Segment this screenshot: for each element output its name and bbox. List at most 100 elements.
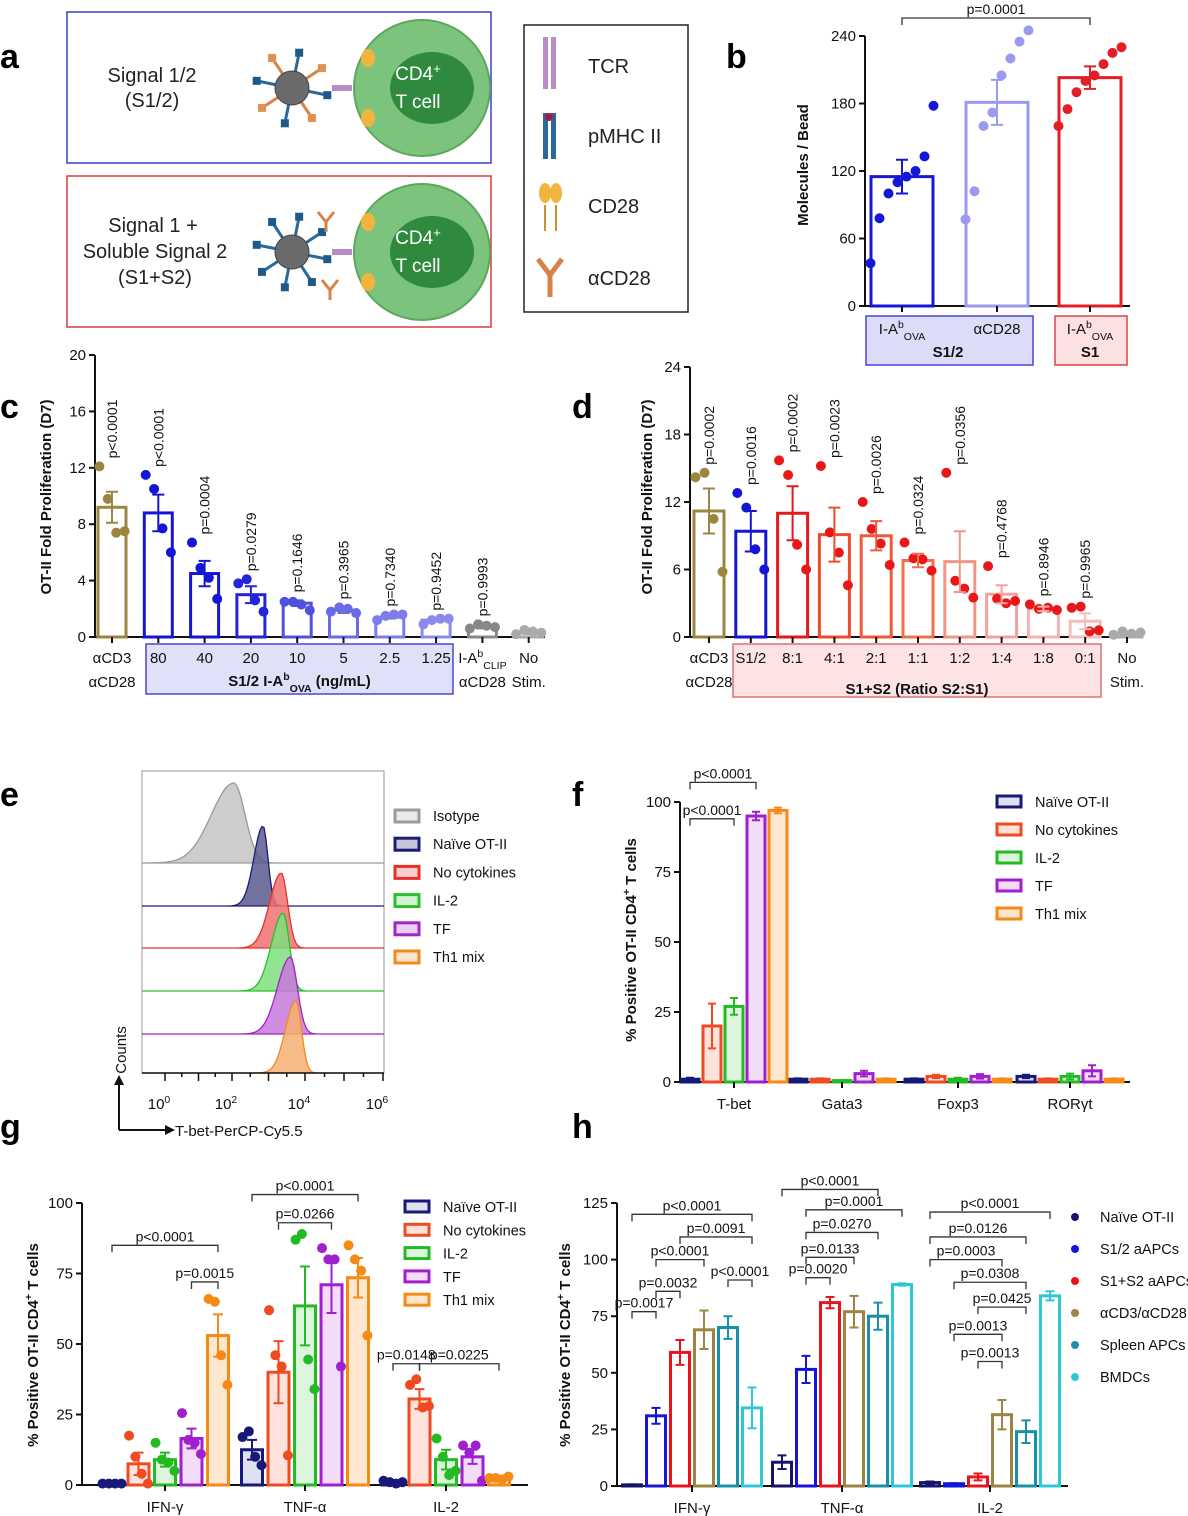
h-significance-bracket <box>655 1258 705 1267</box>
c-data-point <box>195 562 206 573</box>
h-error-bar <box>873 1301 883 1331</box>
g-y-tick-label: 100 <box>48 1195 73 1212</box>
panel-label-b: b <box>726 38 747 76</box>
c-p-value: p<0.0001 <box>104 399 120 458</box>
d-data-point <box>824 527 835 538</box>
cell-label-line2: T cell <box>395 92 440 113</box>
g-data-point <box>256 1460 267 1471</box>
d-error-bar <box>1079 612 1092 631</box>
h-legend-marker <box>1071 1213 1079 1221</box>
h-p-value: p=0.0003 <box>937 1243 996 1259</box>
c-y-tick-label: 8 <box>78 516 86 533</box>
b-y-tick-label: 180 <box>831 96 856 113</box>
f-significance-bracket <box>689 818 735 826</box>
d-data-point <box>783 470 794 480</box>
c-p-value: p=0.1646 <box>289 533 305 592</box>
e-legend-swatch <box>393 808 421 824</box>
d-p-value: p=0.0023 <box>826 399 842 458</box>
c-data-point <box>111 527 122 538</box>
d-error-bar <box>703 487 715 535</box>
d-data-point <box>917 554 928 565</box>
d-data-point <box>950 575 961 586</box>
g-error-bar <box>186 1427 197 1450</box>
d-error-bar <box>1121 631 1133 636</box>
h-significance-bracket <box>805 1231 879 1240</box>
h-p-value: p=0.0020 <box>789 1261 848 1277</box>
c-error-bar <box>337 606 350 615</box>
c-p-value: p<0.0001 <box>150 408 166 467</box>
f-x-category-label: RORγt <box>1048 1096 1094 1113</box>
d-error-bar <box>995 584 1008 605</box>
tcr-icon <box>332 85 352 91</box>
g-data-point <box>142 1478 153 1489</box>
e-histogram-na-ve-ot-ii <box>142 825 384 907</box>
h-p-value: p=0.0270 <box>813 1215 872 1231</box>
f-error-bar <box>1088 1064 1096 1078</box>
h-error-bar <box>651 1406 661 1425</box>
f-legend-swatch <box>995 822 1023 837</box>
d-data-point <box>815 461 826 471</box>
h-significance-bracket <box>679 1236 753 1244</box>
g-y-axis-title: % Positive OT-II CD4+ T cells <box>23 1243 42 1447</box>
box2-line3: (S1+S2) <box>118 267 192 289</box>
d-data-point <box>1126 628 1137 639</box>
c-x-category-label: 1.25 <box>421 650 450 667</box>
f-legend-swatch <box>995 878 1023 893</box>
c-data-point <box>418 619 429 630</box>
h-p-value: p<0.0001 <box>961 1195 1020 1211</box>
g-error-bar <box>494 1475 504 1481</box>
h-p-value: p=0.0126 <box>949 1220 1008 1236</box>
g-data-point <box>169 1465 180 1476</box>
cd28-icon <box>361 213 375 231</box>
c-error-bar <box>198 559 211 588</box>
receptor-tip <box>318 64 327 73</box>
pmhc-ii-icon <box>543 113 548 159</box>
f-error-bar <box>910 1077 918 1082</box>
d-y-tick-label: 12 <box>664 494 681 511</box>
receptor-tip <box>280 119 289 128</box>
box1-line1: Signal 1/2 <box>108 65 197 87</box>
g-p-value: p=0.0015 <box>175 1265 234 1281</box>
b-data-point <box>1053 121 1064 131</box>
h-error-bar <box>949 1482 959 1486</box>
receptor-tip <box>318 228 327 237</box>
g-data-point <box>243 1426 254 1437</box>
h-error-bar <box>925 1480 935 1485</box>
c-error-bar <box>383 614 396 620</box>
b-data-point <box>883 188 894 199</box>
e-legend-label: Naïve OT-II <box>433 837 507 853</box>
cell-label-line1: CD4+ <box>395 61 441 86</box>
d-group-box <box>732 643 1102 698</box>
anti-cd28-antibody-icon <box>536 257 564 297</box>
h-x-category-label: IL-2 <box>977 1500 1003 1516</box>
b-group-box-s1-2 <box>865 315 1034 366</box>
f-error-bar <box>976 1073 984 1080</box>
d-data-point <box>866 524 877 534</box>
c-y-tick-label: 20 <box>69 347 86 364</box>
b-data-point <box>1089 70 1100 81</box>
panel-a-schematic: Signal 1/2 (S1/2) Signal 1 + Soluble Sig… <box>66 11 689 328</box>
g-legend-label: TF <box>443 1270 461 1286</box>
d-x-category-label: αCD3 <box>690 650 729 667</box>
box2-line2: Soluble Signal 2 <box>83 241 228 263</box>
d-data-point <box>1051 605 1062 615</box>
f-x-category-label: Gata3 <box>822 1096 863 1113</box>
g-significance-bracket <box>111 1244 219 1253</box>
h-significance-bracket <box>781 1188 879 1197</box>
cd28-icon <box>361 273 375 291</box>
d-y-axis-title: OT-II Fold Proliferation (D7) <box>639 399 656 594</box>
c-data-point <box>102 493 113 504</box>
g-x-category-label: IFN-γ <box>147 1499 184 1516</box>
h-legend-marker <box>1071 1373 1079 1381</box>
d-x-category-label: 1:8 <box>1033 650 1054 667</box>
g-p-value: p=0.0225 <box>430 1347 489 1363</box>
h-bar <box>891 1283 913 1488</box>
h-p-value: p=0.0017 <box>615 1295 674 1311</box>
d-data-point <box>1108 629 1119 640</box>
d-data-point <box>699 467 710 478</box>
g-error-bar <box>300 1265 310 1347</box>
b-data-point <box>1116 42 1127 53</box>
c-x-category-label: 5 <box>339 650 347 667</box>
cd28-icon <box>539 183 551 203</box>
g-legend-swatch <box>403 1222 431 1237</box>
